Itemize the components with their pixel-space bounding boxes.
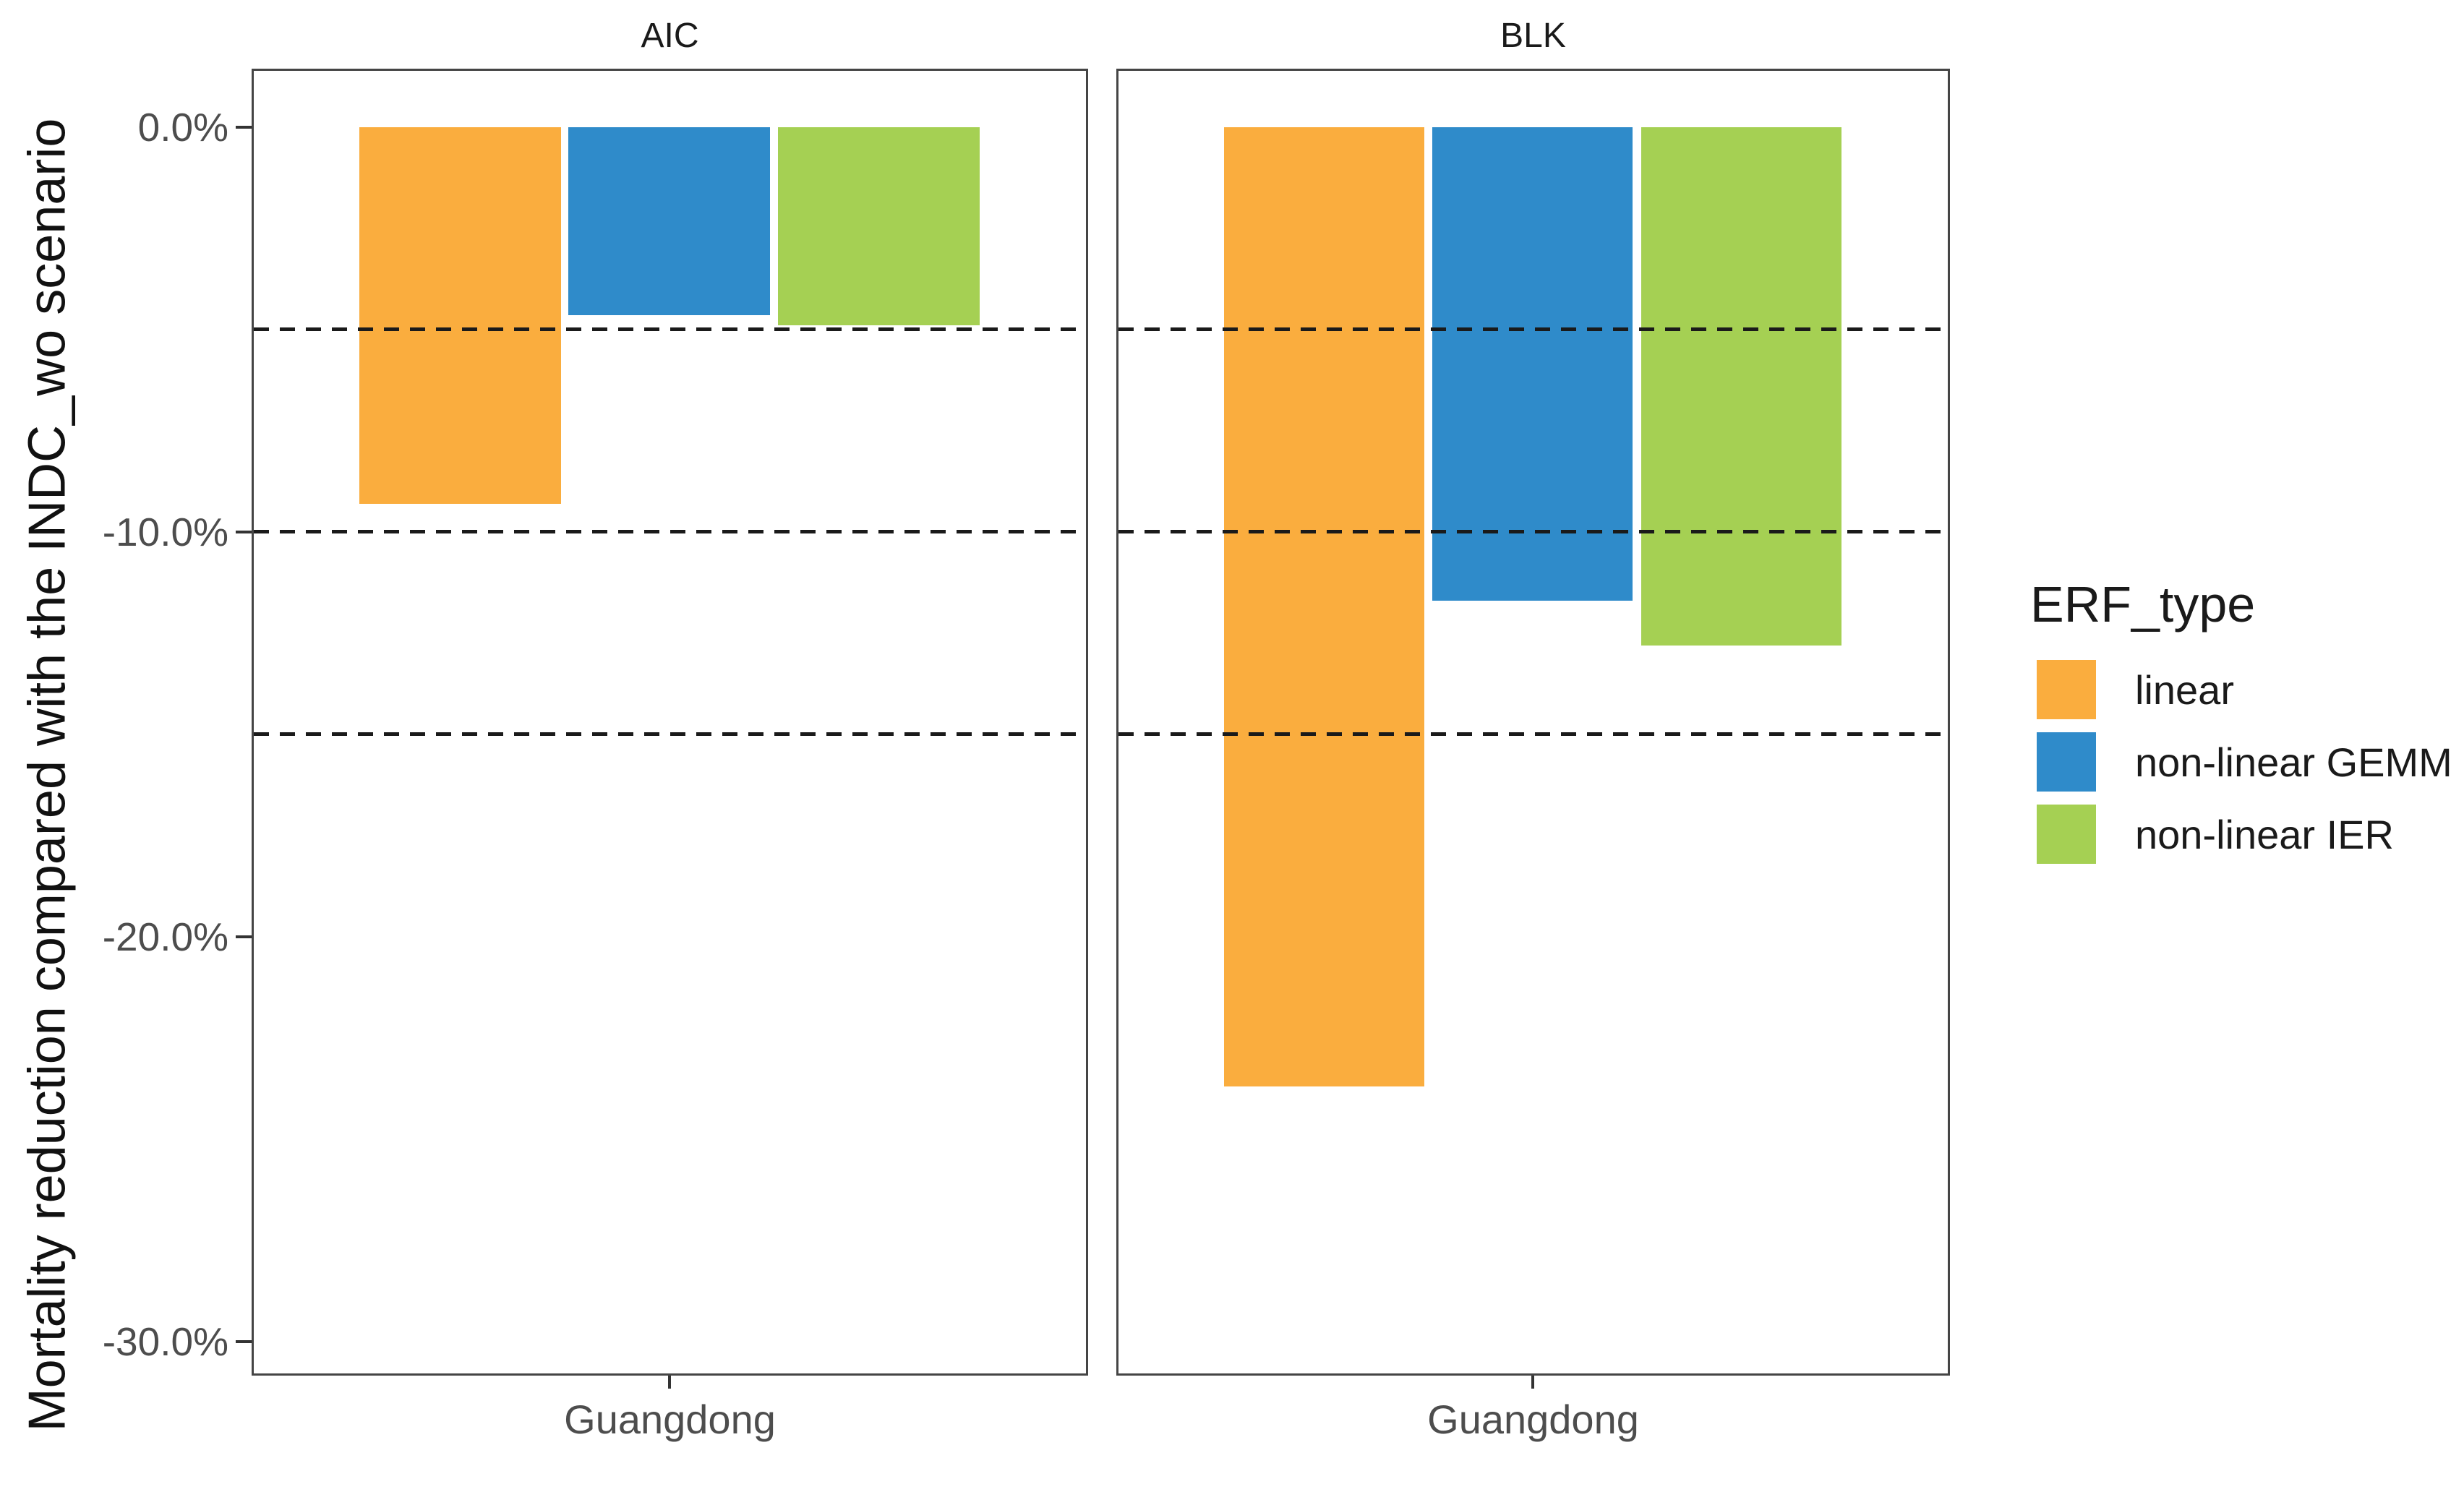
dashed-gridline--5 [254,327,1086,332]
legend-title: ERF_type [2030,576,2256,633]
bar-blk-non-linear-GEMM [1432,127,1633,601]
chart-canvas: Mortality reduction compared with the IN… [18,17,2464,1442]
legend-item-nonlinear-ier: non-linear IER [2037,805,2394,864]
legend-item-linear: linear [2037,660,2234,719]
plot-panel-aic [252,69,1088,1376]
bar-aic-non-linear-IER [778,127,980,326]
legend: ERF_type linear non-linear GEMM non-line… [2030,575,2464,864]
y-tick-label: -10.0% [102,509,228,554]
facet-strip-blk: BLK [1500,17,1566,55]
facet-strip-aic: AIC [641,17,699,55]
x-axis-label-blk: Guangdong [1427,1397,1639,1442]
legend-item-nonlinear-gemm: non-linear GEMM [2037,732,2452,792]
plot-panel-blk [1116,69,1950,1376]
y-tick-label: -30.0% [102,1319,228,1364]
y-tick-mark [236,530,252,533]
x-tick-aic [668,1376,671,1389]
dashed-gridline--15 [1118,732,1948,737]
bar-aic-non-linear-GEMM [568,127,770,316]
y-tick-mark [236,935,252,938]
dashed-gridline--10 [1118,530,1948,534]
y-tick-mark [236,125,252,129]
dashed-gridline--5 [1118,327,1948,332]
legend-item-label: non-linear IER [2135,811,2394,857]
bar-aic-linear [359,127,561,504]
legend-swatch-linear [2037,660,2096,719]
legend-item-label: non-linear GEMM [2135,739,2452,785]
y-tick-label: 0.0% [137,104,228,150]
y-tick-label: -20.0% [102,914,228,959]
x-tick-blk [1531,1376,1534,1389]
bar-blk-linear [1223,127,1425,1086]
bar-blk-non-linear-IER [1640,127,1842,646]
legend-item-label: linear [2135,666,2234,713]
y-axis-title: Mortality reduction compared with the IN… [18,118,77,1432]
legend-swatch-nonlinear-ier [2037,805,2096,864]
dashed-gridline--15 [254,732,1086,737]
legend-swatch-nonlinear-gemm [2037,732,2096,792]
y-tick-mark [236,1339,252,1343]
x-axis-label-aic: Guangdong [564,1397,776,1442]
dashed-gridline--10 [254,530,1086,534]
